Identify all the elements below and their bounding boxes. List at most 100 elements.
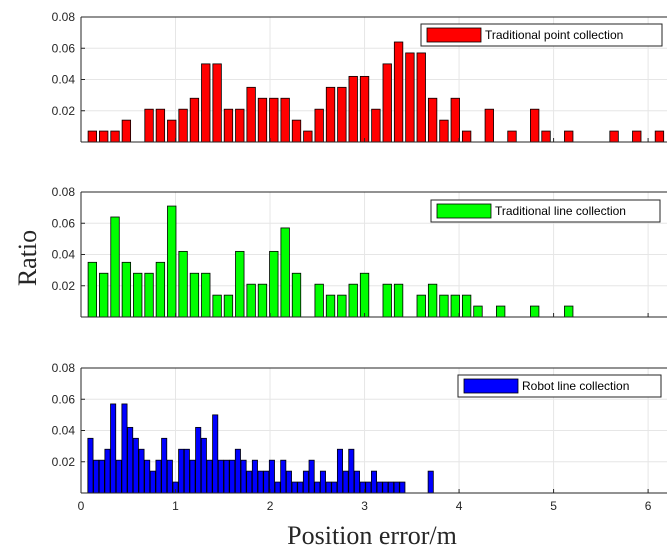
bar (167, 119, 177, 143)
bar (303, 130, 313, 143)
bar (268, 459, 275, 494)
bar (325, 86, 336, 143)
bar (325, 294, 336, 318)
bar (201, 63, 211, 143)
bar (246, 470, 253, 494)
bar (399, 481, 406, 494)
bar (110, 130, 120, 143)
x-tick-label: 5 (550, 499, 557, 513)
bar (473, 305, 483, 318)
bar (138, 448, 145, 494)
bar (450, 97, 460, 143)
bar (189, 97, 200, 143)
bar (376, 481, 383, 494)
bar (382, 63, 392, 143)
bar (104, 448, 111, 494)
bar (291, 119, 302, 143)
bar (144, 272, 154, 318)
bar (308, 459, 315, 494)
bar (314, 283, 324, 318)
y-tick-label: 0.04 (52, 424, 76, 438)
bar (416, 52, 426, 143)
bar (365, 481, 372, 494)
bar (507, 130, 517, 143)
y-tick-label: 0.06 (52, 392, 76, 406)
bar (302, 470, 309, 494)
bar (450, 294, 460, 318)
bar (115, 459, 122, 494)
bar (348, 448, 355, 494)
bar (98, 459, 105, 494)
bar (314, 481, 321, 494)
bar (223, 108, 234, 143)
bar (427, 283, 438, 318)
x-tick-label: 1 (172, 499, 179, 513)
bar (336, 448, 343, 494)
y-tick-label: 0.02 (52, 279, 76, 293)
bar (274, 481, 281, 494)
bar (178, 448, 185, 494)
bar (297, 481, 304, 494)
bar (337, 294, 347, 318)
legend-label: Robot line collection (522, 379, 629, 393)
legend: Traditional line collection (430, 199, 661, 223)
bar (331, 481, 338, 494)
bar (144, 459, 151, 494)
bar (212, 63, 222, 143)
y-tick-label: 0.08 (52, 361, 76, 375)
bar (280, 459, 287, 494)
panel-1: 0.02 0.04 0.06 0.08 Traditional point collec… (52, 10, 667, 143)
bar (212, 414, 219, 494)
x-tick-label: 4 (456, 499, 463, 513)
bar (269, 97, 279, 143)
bar (206, 459, 213, 494)
bar (195, 426, 202, 494)
bar (495, 305, 506, 318)
bar (530, 305, 540, 318)
legend: Robot line collection (457, 374, 662, 398)
y-tick-label: 0.02 (52, 455, 76, 469)
bar (269, 250, 279, 318)
bar (654, 130, 665, 143)
bar (461, 294, 472, 318)
bar (325, 481, 332, 494)
bar (87, 261, 97, 318)
x-tick-label: 0 (78, 499, 85, 513)
panel-3: 0.02 0.04 0.06 0.08 0 1 2 3 4 5 6 Robot line collec… (52, 361, 667, 513)
bar (178, 250, 188, 318)
bar (439, 294, 449, 318)
bar (235, 250, 245, 318)
bar (359, 75, 370, 143)
bar (257, 283, 268, 318)
legend-label: Traditional line collection (495, 204, 626, 218)
bar (263, 470, 270, 494)
bar (234, 448, 241, 494)
bar (461, 130, 472, 143)
bar (121, 403, 128, 494)
bar (393, 481, 400, 494)
bar (223, 294, 234, 318)
bar (93, 459, 100, 494)
bar (530, 108, 540, 143)
bar (427, 470, 434, 494)
bar (359, 272, 370, 318)
x-axis-label: Position error/m (287, 521, 457, 549)
bar (217, 459, 224, 494)
bar (319, 470, 326, 494)
bar (439, 119, 449, 143)
bar (110, 216, 120, 318)
bar (121, 261, 132, 318)
x-tick-label: 3 (361, 499, 368, 513)
panel-2: 0.02 0.04 0.06 0.08 Traditional line collect… (52, 185, 667, 318)
bar (189, 272, 200, 318)
y-axis-label: Ratio (13, 230, 42, 286)
bar (257, 470, 264, 494)
bar (337, 86, 347, 143)
bar (632, 130, 642, 143)
bar (291, 272, 302, 318)
bar (382, 481, 389, 494)
legend: Traditional point collection (420, 23, 663, 47)
legend-swatch (463, 378, 519, 394)
x-tick-label: 6 (645, 499, 652, 513)
